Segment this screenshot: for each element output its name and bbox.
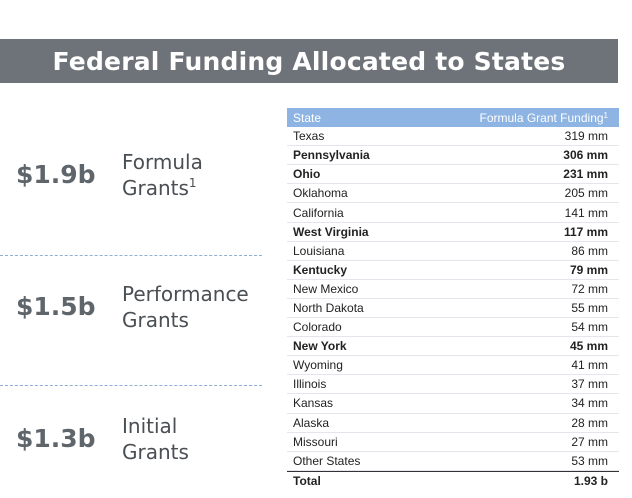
table-row: Missouri 27 mm [287, 433, 619, 452]
footnote-marker: 1 [603, 110, 608, 120]
row-funding-value: 79 mm [569, 262, 608, 277]
metric-label: Initial Grants [122, 413, 189, 465]
table-header-row: State Formula Grant Funding1 [287, 108, 619, 128]
metric-label-line1: Initial [122, 414, 178, 438]
row-state: Pennsylvania [293, 148, 370, 163]
row-state: California [293, 205, 344, 220]
metric-label-line1: Formula [122, 150, 203, 174]
row-state: Missouri [293, 434, 338, 449]
footnote-marker: 1 [188, 176, 197, 190]
header-state: State [293, 110, 322, 125]
row-state: New Mexico [293, 281, 359, 296]
header-funding: Formula Grant Funding1 [479, 111, 608, 125]
table-body: Texas 319 mm Pennsylvania 306 mm Ohio 231 mm O… [287, 127, 619, 471]
row-state: Oklahoma [293, 186, 348, 201]
row-funding-value: 86 mm [571, 243, 608, 258]
row-state: Colorado [293, 320, 342, 335]
row-state: Other States [293, 453, 361, 468]
row-funding-value: 306 mm [563, 148, 608, 163]
row-funding-value: 141 mm [564, 205, 608, 220]
row-funding-value: 28 mm [571, 415, 608, 430]
table-row: Pennsylvania 306 mm [287, 146, 619, 166]
table-row: Illinois 37 mm [287, 375, 619, 395]
row-state: Texas [293, 129, 325, 144]
total-label: Total [293, 473, 321, 488]
row-funding-value: 231 mm [563, 167, 608, 182]
row-funding-value: 45 mm [569, 339, 608, 354]
row-funding-value: 53 mm [571, 453, 608, 468]
row-state: New York [293, 339, 347, 354]
row-funding-value: 34 mm [571, 396, 608, 411]
state-funding-table: State Formula Grant Funding1 Texas 319 mm… [287, 108, 619, 490]
section-divider [0, 385, 262, 386]
table-row: Kansas 34 mm [287, 394, 619, 414]
row-funding-value: 205 mm [564, 186, 608, 201]
table-row: Oklahoma 205 mm [287, 184, 619, 204]
row-funding-value: 55 mm [571, 300, 608, 315]
row-state: Kansas [293, 396, 334, 411]
row-state: Alaska [293, 415, 330, 430]
row-funding-value: 54 mm [571, 320, 608, 335]
table-row: Colorado 54 mm [287, 318, 619, 338]
table-row: Kentucky 79 mm [287, 261, 619, 280]
row-state: North Dakota [293, 300, 364, 315]
table-row: West Virginia 117 mm [287, 223, 619, 242]
table-row: Louisiana 86 mm [287, 242, 619, 261]
header-funding-label: Formula Grant Funding [479, 110, 604, 125]
table-row: California 141 mm [287, 203, 619, 223]
table-row: Other States 53 mm [287, 452, 619, 471]
section-divider [0, 255, 262, 256]
row-state: Illinois [293, 377, 327, 392]
row-funding-value: 41 mm [571, 358, 608, 373]
metric-label: Formula Grants1 [122, 149, 203, 201]
metric-amount: $1.5b [16, 292, 96, 321]
table-row: Wyoming 41 mm [287, 356, 619, 376]
table-row: New Mexico 72 mm [287, 280, 619, 299]
table-row: Ohio 231 mm [287, 165, 619, 185]
title-bar: Federal Funding Allocated to States [0, 39, 618, 83]
metric-label: Performance Grants [122, 281, 249, 333]
row-funding-value: 319 mm [564, 129, 608, 144]
row-funding-value: 117 mm [563, 224, 608, 239]
row-state: West Virginia [293, 224, 369, 239]
metric-amount: $1.9b [16, 160, 96, 189]
row-funding-value: 27 mm [571, 434, 608, 449]
total-value: 1.93 b [573, 473, 608, 488]
metric-label-line2: Grants1 [122, 175, 203, 201]
row-state: Louisiana [293, 243, 345, 258]
page-title: Federal Funding Allocated to States [52, 46, 566, 76]
row-funding-value: 72 mm [571, 281, 608, 296]
row-state: Ohio [293, 167, 321, 182]
row-funding-value: 37 mm [571, 377, 608, 392]
row-state: Wyoming [293, 358, 343, 373]
metric-label-text: Grants [122, 176, 189, 200]
metric-label-line2: Grants [122, 308, 189, 332]
table-row: North Dakota 55 mm [287, 299, 619, 319]
metric-label-line2: Grants [122, 440, 189, 464]
table-row: Texas 319 mm [287, 127, 619, 147]
table-row: New York 45 mm [287, 337, 619, 357]
table-row: Alaska 28 mm [287, 414, 619, 433]
metric-amount: $1.3b [16, 424, 96, 453]
table-total-row: Total 1.93 b [287, 470, 619, 490]
row-state: Kentucky [293, 262, 348, 277]
metric-label-line1: Performance [122, 282, 249, 306]
